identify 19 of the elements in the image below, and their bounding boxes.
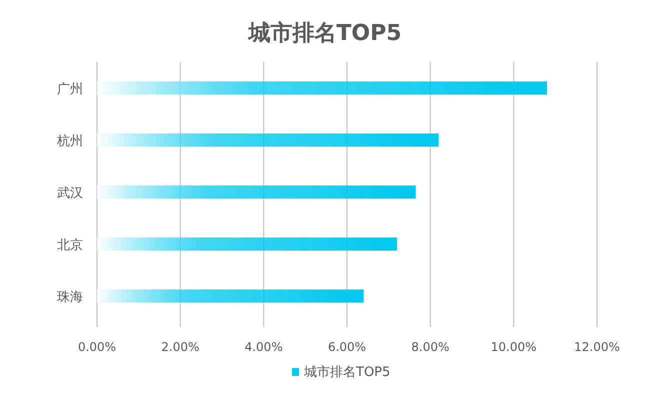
- bar: [97, 290, 364, 302]
- x-tick-label: 12.00%: [574, 340, 620, 354]
- chart-title: 城市排名TOP5: [247, 20, 402, 46]
- bar: [97, 186, 416, 198]
- bar: [97, 82, 547, 94]
- x-tick-label: 2.00%: [161, 340, 200, 354]
- x-tick-label: 4.00%: [244, 340, 283, 354]
- x-tick-label: 8.00%: [411, 340, 450, 354]
- bar: [97, 238, 397, 250]
- bar: [97, 134, 439, 146]
- y-tick-label: 珠海: [57, 290, 83, 305]
- y-tick-label: 北京: [57, 238, 83, 253]
- x-tick-label: 10.00%: [490, 340, 537, 354]
- y-tick-label: 杭州: [56, 134, 83, 149]
- x-tick-label: 6.00%: [328, 340, 366, 354]
- x-tick-label: 0.00%: [78, 340, 116, 354]
- legend-label: 城市排名TOP5: [303, 365, 390, 380]
- y-tick-label: 武汉: [57, 186, 83, 201]
- y-tick-label: 广州: [57, 82, 83, 97]
